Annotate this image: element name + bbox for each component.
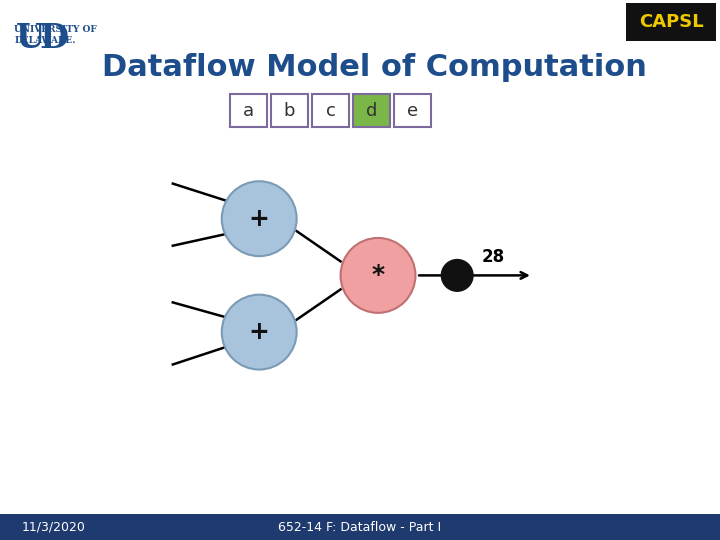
Text: +: +: [249, 207, 269, 231]
Text: e: e: [407, 102, 418, 120]
Text: U: U: [16, 22, 45, 55]
FancyBboxPatch shape: [312, 94, 349, 127]
FancyBboxPatch shape: [271, 94, 308, 127]
Text: 11/3/2020: 11/3/2020: [22, 521, 86, 534]
Ellipse shape: [441, 260, 473, 291]
Text: +: +: [249, 320, 269, 344]
Ellipse shape: [222, 295, 297, 369]
Text: UNIVERSITY OF
DELAWARE.: UNIVERSITY OF DELAWARE.: [14, 25, 97, 45]
FancyBboxPatch shape: [353, 94, 390, 127]
Text: a: a: [243, 102, 254, 120]
Text: D: D: [40, 22, 68, 55]
Ellipse shape: [341, 238, 415, 313]
FancyBboxPatch shape: [0, 514, 720, 540]
Text: b: b: [284, 102, 295, 120]
Text: d: d: [366, 102, 377, 120]
Ellipse shape: [222, 181, 297, 256]
Text: c: c: [325, 102, 336, 120]
Text: CAPSL: CAPSL: [639, 12, 703, 31]
Text: 652-14 F: Dataflow - Part I: 652-14 F: Dataflow - Part I: [279, 521, 441, 534]
Text: Dataflow Model of Computation: Dataflow Model of Computation: [102, 53, 647, 82]
Text: 28: 28: [482, 247, 505, 266]
FancyBboxPatch shape: [626, 3, 716, 40]
Text: *: *: [372, 264, 384, 287]
FancyBboxPatch shape: [230, 94, 267, 127]
FancyBboxPatch shape: [394, 94, 431, 127]
